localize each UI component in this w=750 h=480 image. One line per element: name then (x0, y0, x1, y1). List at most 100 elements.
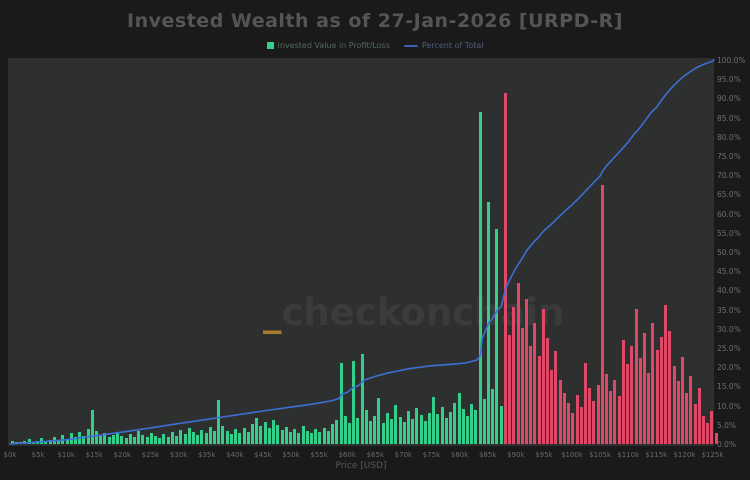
y-tick-label: 100.0% (717, 56, 746, 65)
y-tick-label: 70.0% (717, 171, 741, 181)
plot-area[interactable]: _checkonchain (8, 58, 718, 446)
blue-line-swatch-icon (403, 44, 418, 47)
bar-in-profit (449, 411, 453, 444)
bar-in-loss (567, 403, 571, 444)
bar-in-loss (655, 349, 659, 444)
bar-in-loss (630, 345, 634, 444)
bar-in-profit (499, 406, 503, 444)
bar-in-profit (116, 432, 120, 444)
bar-in-profit (339, 363, 343, 444)
bar-in-profit (242, 427, 246, 444)
bar-in-profit (238, 432, 242, 444)
bar-in-profit (128, 434, 132, 444)
x-tick-label: $45k (254, 451, 272, 459)
y-tick-label: 10.0% (717, 401, 741, 411)
bar-in-loss (609, 391, 613, 444)
y-tick-label: 0.0% (717, 440, 737, 449)
legend-item-invested-value[interactable]: Invested Value in Profit/Loss (266, 41, 390, 50)
bar-in-loss (697, 387, 701, 444)
x-tick-label: $5k (31, 451, 45, 459)
bar-in-profit (73, 437, 77, 444)
bar-in-profit (343, 416, 347, 444)
y-tick-label: 60.0% (717, 209, 741, 219)
bar-in-profit (491, 389, 495, 444)
y-tick-label: 40.0% (717, 286, 741, 296)
bar-in-profit (107, 437, 111, 444)
bar-in-profit (381, 422, 385, 444)
watermark-underscore: _ (263, 291, 282, 334)
y-tick-label: 5.0% (717, 420, 737, 430)
bar-in-profit (103, 432, 107, 444)
bar-in-profit (495, 228, 499, 444)
bar-in-profit (10, 440, 14, 444)
bar-in-profit (440, 407, 444, 444)
bar-in-loss (562, 392, 566, 444)
bar-in-profit (411, 418, 415, 444)
bar-in-profit (170, 432, 174, 444)
bar-in-profit (288, 432, 292, 444)
y-tick-label: 90.0% (717, 94, 741, 104)
bar-in-loss (642, 333, 646, 444)
bar-in-profit (99, 435, 103, 444)
bar-in-profit (95, 430, 99, 444)
chart-title: Invested Wealth as of 27-Jan-2026 [URPD-… (127, 10, 623, 32)
bar-in-profit (461, 409, 465, 444)
bar-in-profit (297, 432, 301, 444)
bar-in-profit (154, 435, 158, 444)
bar-in-profit (314, 429, 318, 444)
legend-label-invested-value: Invested Value in Profit/Loss (277, 41, 390, 50)
bar-in-profit (65, 438, 69, 444)
bar-in-profit (457, 393, 461, 444)
bar-in-profit (141, 435, 145, 444)
bar-in-profit (335, 419, 339, 444)
bar-in-profit (432, 397, 436, 444)
bar-in-loss (592, 401, 596, 444)
green-square-swatch-icon (266, 42, 274, 49)
y-tick-label: 45.0% (717, 267, 741, 277)
bar-in-loss (617, 396, 621, 444)
bar-in-loss (571, 412, 575, 444)
bar-in-profit (229, 433, 233, 444)
bar-in-profit (398, 416, 402, 444)
bar-in-loss (672, 366, 676, 444)
bar-in-loss (596, 384, 600, 444)
bar-in-loss (503, 92, 507, 444)
bar-in-loss (529, 346, 533, 444)
x-tick-label: $35k (197, 451, 216, 459)
bar-in-profit (204, 433, 208, 444)
x-tick-label: $100k (561, 451, 583, 459)
bar-in-profit (234, 429, 238, 444)
bar-in-profit (158, 438, 162, 444)
y-tick-label: 95.0% (717, 75, 741, 85)
x-tick-label: $105k (589, 451, 612, 459)
bar-in-profit (267, 428, 271, 444)
bar-in-loss (651, 323, 655, 444)
bar-in-profit (352, 361, 356, 444)
x-tick-label: $40k (226, 451, 244, 459)
bar-in-profit (200, 429, 204, 444)
x-tick-label: $10k (57, 451, 75, 459)
y-tick-label: 75.0% (717, 152, 741, 161)
x-tick-label: $60k (338, 451, 356, 459)
x-tick-label: $115k (645, 451, 668, 459)
bar-in-profit (120, 436, 124, 444)
x-tick-label: $90k (507, 451, 525, 459)
bar-in-loss (680, 357, 684, 444)
bar-in-loss (558, 379, 562, 444)
x-tick-label: $30k (169, 451, 188, 459)
bar-in-profit (259, 426, 263, 444)
legend: Invested Value in Profit/Loss Percent of… (0, 41, 750, 50)
bar-in-loss (541, 308, 545, 444)
bar-in-loss (668, 331, 672, 444)
bar-in-loss (664, 305, 668, 444)
bar-in-loss (710, 410, 714, 444)
bar-in-profit (27, 439, 31, 444)
legend-item-percent-of-total[interactable]: Percent of Total (403, 41, 483, 50)
bar-in-profit (453, 402, 457, 444)
bar-in-profit (369, 420, 373, 444)
bar-in-profit (196, 434, 200, 444)
bar-in-profit (255, 418, 259, 444)
bar-in-loss (714, 433, 718, 444)
bar-in-loss (605, 374, 609, 444)
